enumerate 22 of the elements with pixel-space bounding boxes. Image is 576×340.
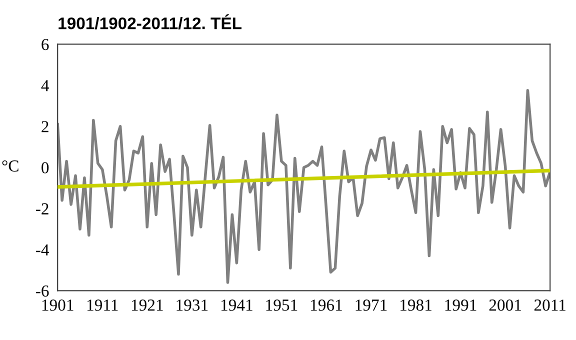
x-tick-label: 1911	[87, 300, 118, 311]
y-tick-label: 2	[42, 121, 48, 132]
y-tick-label: -4	[36, 244, 50, 256]
y-tick-label: -2	[36, 203, 48, 214]
x-tick-label: 1981	[400, 300, 432, 311]
x-tick-label: 2011	[534, 300, 566, 311]
line-series	[58, 89, 550, 284]
x-tick-label: 1951	[266, 300, 298, 311]
y-tick-label: 4	[41, 80, 50, 92]
x-tick-label: 1991	[445, 300, 476, 311]
x-tick-label: 1901	[42, 300, 74, 311]
x-tick-label: 2001	[489, 300, 521, 311]
y-tick-label: -6	[36, 285, 49, 297]
y-tick-label: 0	[42, 162, 49, 174]
y-tick-label: 6	[42, 38, 49, 50]
x-tick-label: 1971	[356, 300, 387, 311]
x-tick-label: 1941	[221, 300, 252, 311]
chart-title: 1901/1902-2011/12. TÉL	[58, 14, 242, 30]
y-axis-title: °C	[2, 160, 18, 172]
x-tick-label: 1931	[176, 300, 208, 311]
x-tick-label: 1961	[311, 300, 342, 311]
x-tick-label: 1921	[132, 300, 163, 311]
